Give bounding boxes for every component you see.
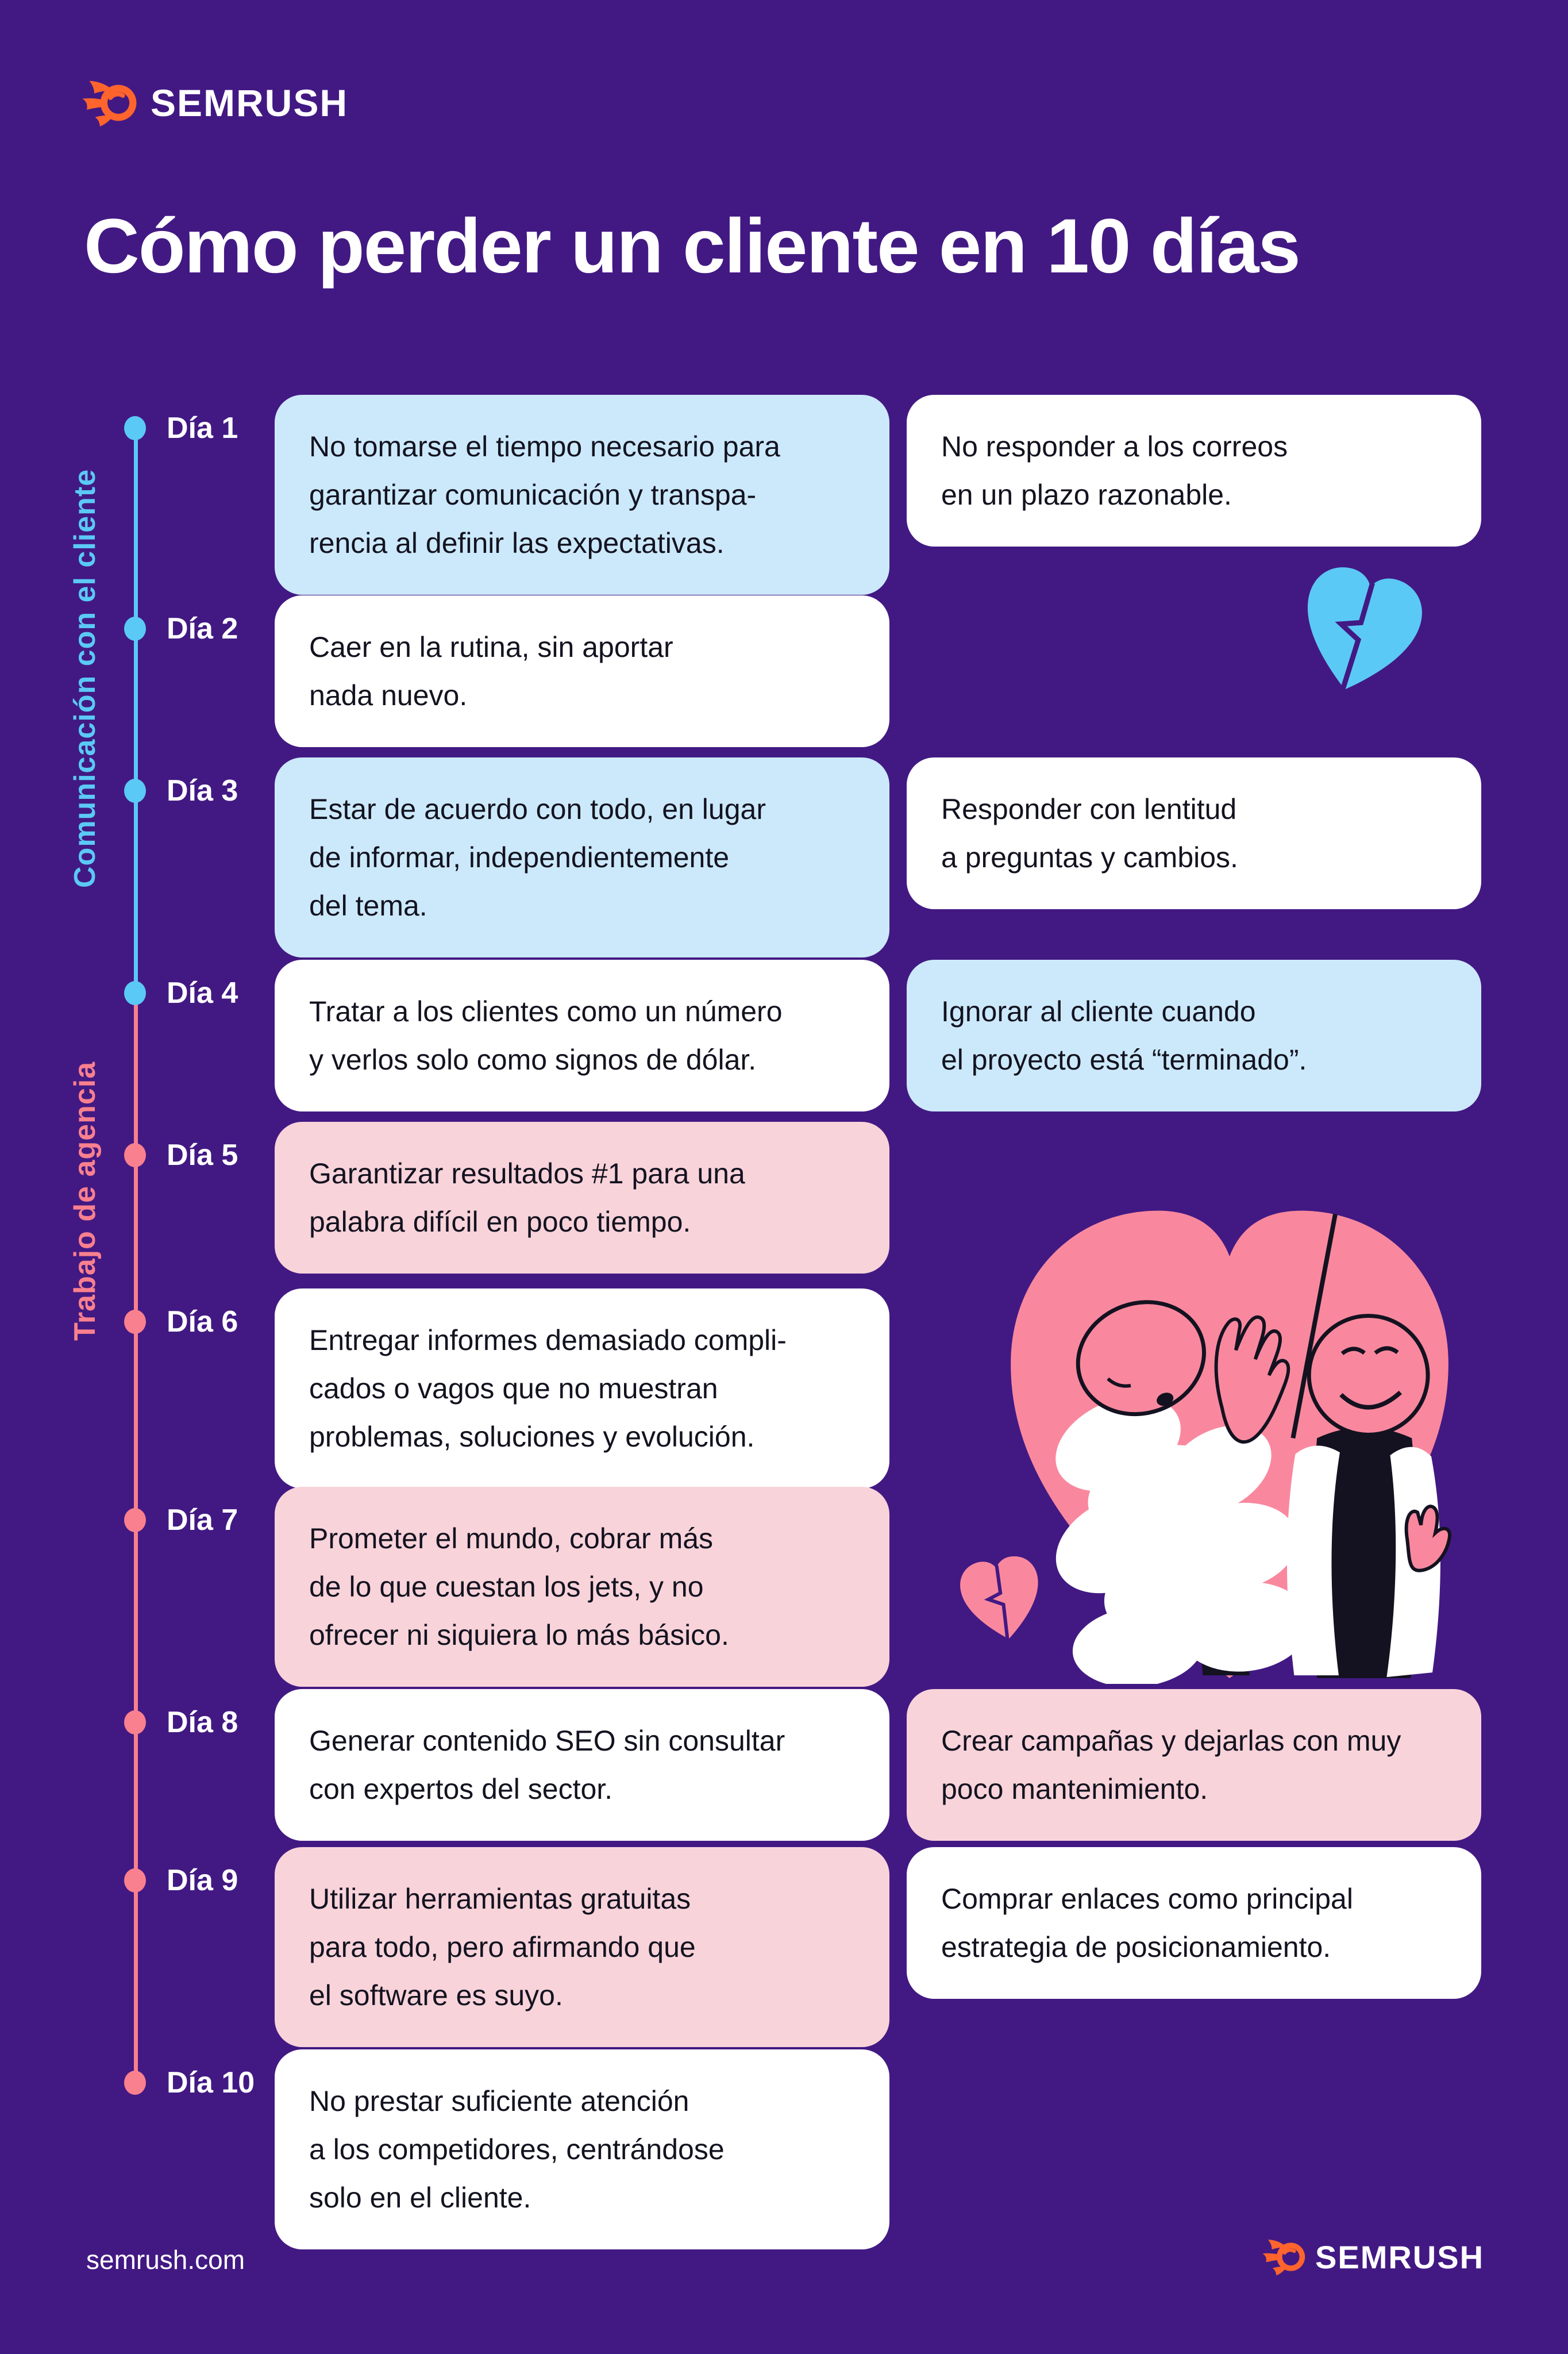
semrush-flame-icon (82, 80, 137, 126)
card-day-2-left: Caer en la rutina, sin aportar nada nuev… (275, 595, 889, 747)
card-day-5-left: Garantizar resultados #1 para una palabr… (275, 1122, 889, 1274)
card-day-3-left: Estar de acuerdo con todo, en lugar de i… (275, 757, 889, 957)
section-label-agency: Trabajo de agencia (68, 1061, 102, 1341)
card-day-5-left-text: Garantizar resultados #1 para una palabr… (309, 1157, 745, 1238)
card-day-1-right: No responder a los correos en un plazo r… (907, 395, 1481, 547)
day-label-5: Día 5 (167, 1138, 238, 1172)
timeline-dot-day-3 (124, 779, 146, 803)
card-day-4-right: Ignorar al cliente cuando el proyecto es… (907, 960, 1481, 1111)
card-day-9-left: Utilizar herramientas gratuitas para tod… (275, 1847, 889, 2047)
card-day-8-left-text: Generar contenido SEO sin consultar con … (309, 1725, 785, 1805)
timeline-dot-day-8 (124, 1710, 146, 1734)
timeline-dot-day-7 (124, 1508, 146, 1532)
timeline-line-blue (134, 428, 138, 993)
footer-brand-name: SEMRUSH (1315, 2238, 1485, 2275)
card-day-7-left: Prometer el mundo, cobrar más de lo que … (275, 1487, 889, 1687)
timeline-dot-day-6 (124, 1310, 146, 1334)
day-label-6: Día 6 (167, 1305, 238, 1338)
couple-in-heart-illustration (1011, 1210, 1451, 1684)
card-day-6-left: Entregar informes demasiado compli- cado… (275, 1288, 889, 1488)
card-day-9-left-text: Utilizar herramientas gratuitas para tod… (309, 1883, 696, 2011)
card-day-8-right: Crear campañas y dejarlas con muy poco m… (907, 1689, 1481, 1841)
broken-heart-icon-blue (1307, 567, 1422, 690)
semrush-flame-icon-footer (1262, 2240, 1305, 2276)
card-day-1-left-text: No tomarse el tiempo necesario para gara… (309, 430, 780, 559)
day-label-10: Día 10 (167, 2066, 255, 2099)
card-day-1-right-text: No responder a los correos en un plazo r… (941, 430, 1288, 511)
card-day-6-left-text: Entregar informes demasiado compli- cado… (309, 1324, 787, 1453)
timeline-line-pink (134, 993, 138, 2083)
timeline-dot-day-10 (124, 2071, 146, 2095)
card-day-3-left-text: Estar de acuerdo con todo, en lugar de i… (309, 793, 766, 922)
card-day-4-left-text: Tratar a los clientes como un número y v… (309, 995, 783, 1076)
card-day-4-right-text: Ignorar al cliente cuando el proyecto es… (941, 995, 1307, 1076)
card-day-1-left: No tomarse el tiempo necesario para gara… (275, 395, 889, 595)
card-day-4-left: Tratar a los clientes como un número y v… (275, 960, 889, 1111)
day-label-1: Día 1 (167, 411, 238, 445)
card-day-9-right: Comprar enlaces como principal estrategi… (907, 1847, 1481, 1999)
card-day-10-left-text: No prestar suficiente atención a los com… (309, 2085, 725, 2214)
timeline-dot-day-5 (124, 1143, 146, 1167)
page-title: Cómo perder un cliente en 10 días (84, 203, 1301, 289)
timeline-dot-day-1 (124, 416, 146, 440)
timeline-dot-day-4 (124, 981, 146, 1005)
footer-semrush-logo: SEMRUSH (1261, 2237, 1484, 2277)
brand-name: SEMRUSH (151, 82, 349, 124)
semrush-logo: SEMRUSH (80, 78, 348, 128)
card-day-8-left: Generar contenido SEO sin consultar con … (275, 1689, 889, 1841)
section-label-communication: Comunicación con el cliente (68, 468, 102, 888)
card-day-2-left-text: Caer en la rutina, sin aportar nada nuev… (309, 631, 673, 711)
timeline-dot-day-9 (124, 1868, 146, 1893)
footer-url-link[interactable]: semrush.com (86, 2245, 245, 2275)
card-day-7-left-text: Prometer el mundo, cobrar más de lo que … (309, 1522, 729, 1651)
card-day-10-left: No prestar suficiente atención a los com… (275, 2049, 889, 2249)
broken-heart-icon-pink (960, 1556, 1038, 1640)
day-label-3: Día 3 (167, 774, 238, 807)
card-day-9-right-text: Comprar enlaces como principal estrategi… (941, 1883, 1353, 1963)
day-label-8: Día 8 (167, 1706, 238, 1739)
day-label-4: Día 4 (167, 976, 238, 1010)
card-day-3-right: Responder con lentitud a preguntas y cam… (907, 757, 1481, 909)
timeline-dot-day-2 (124, 617, 146, 641)
day-label-7: Día 7 (167, 1503, 238, 1537)
card-day-3-right-text: Responder con lentitud a preguntas y cam… (941, 793, 1238, 874)
day-label-2: Día 2 (167, 612, 238, 645)
day-label-9: Día 9 (167, 1864, 238, 1897)
card-day-8-right-text: Crear campañas y dejarlas con muy poco m… (941, 1725, 1401, 1805)
